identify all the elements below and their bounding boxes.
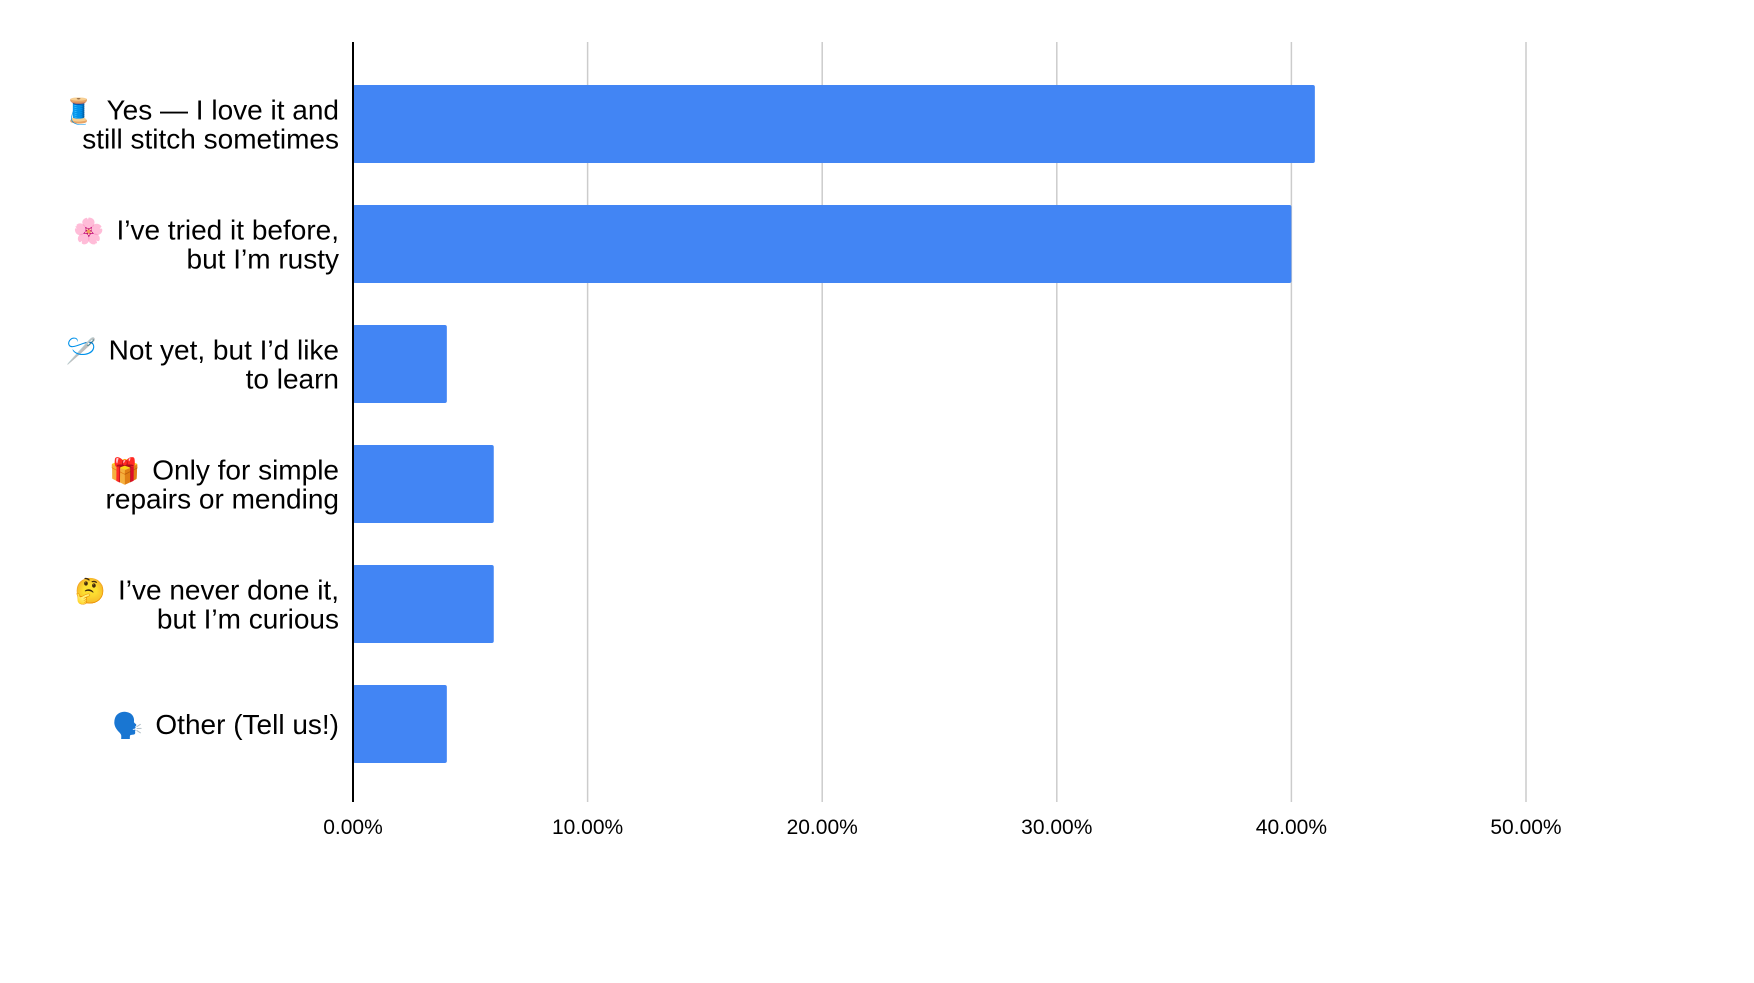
bar-6 <box>353 685 447 763</box>
x-tick-label-3: 30.00% <box>1021 816 1092 839</box>
x-tick-label-4: 40.00% <box>1256 816 1327 839</box>
x-tick-label-1: 10.00% <box>552 816 623 839</box>
category-label-line: I’ve never done it, <box>118 575 339 606</box>
category-emoji-icon: 🤔 <box>75 578 106 606</box>
bar-3 <box>353 325 447 403</box>
category-emoji-icon: 🗣️ <box>112 711 143 740</box>
category-label-line: repairs or mending <box>106 484 339 515</box>
gridlines <box>586 42 1527 802</box>
x-tick-label-0: 0.00% <box>323 816 383 839</box>
category-label-5: I’ve never done it,but I’m curious 🤔 <box>75 575 339 635</box>
bar-5 <box>353 565 494 643</box>
bar-4 <box>353 445 494 523</box>
category-label-line: I’ve tried it before, <box>116 215 339 246</box>
category-label-line: Not yet, but I’d like <box>109 335 339 366</box>
category-label-6: Other (Tell us!) 🗣️ <box>112 709 339 740</box>
category-label-line: but I’m curious <box>157 604 339 635</box>
bars <box>353 85 1315 763</box>
bar-2 <box>353 205 1292 283</box>
x-tick-label-5: 50.00% <box>1490 816 1561 839</box>
category-emoji-icon: 🌸 <box>73 217 104 246</box>
category-emoji-icon: 🪡 <box>66 337 97 366</box>
x-tick-label-2: 20.00% <box>787 816 858 839</box>
category-emoji-icon: 🧵 <box>63 97 94 127</box>
category-label-line: but I’m rusty <box>187 244 339 275</box>
category-label-line: still stitch sometimes <box>82 124 339 155</box>
category-label-line: to learn <box>246 364 339 395</box>
category-emoji-icon: 🎁 <box>109 457 140 486</box>
bar-1 <box>353 85 1315 163</box>
category-label-line: Other (Tell us!) <box>155 709 339 740</box>
category-label-2: I’ve tried it before,but I’m rusty 🌸 <box>73 215 339 275</box>
category-label-line: Yes — I love it and <box>107 95 339 126</box>
category-label-line: Only for simple <box>152 455 339 486</box>
x-axis-tick-labels: 0.00% 10.00% 20.00% 30.00% 40.00% 50.00% <box>323 816 1561 839</box>
